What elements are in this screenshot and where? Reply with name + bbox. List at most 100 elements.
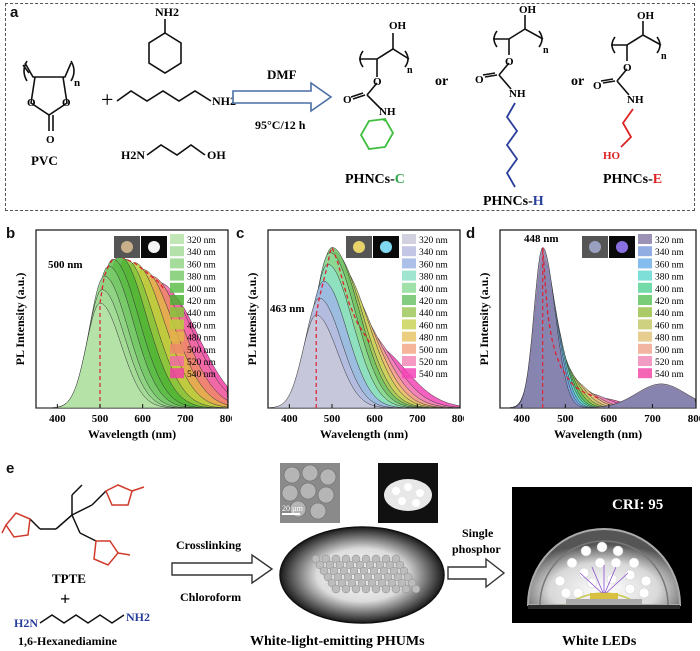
leds-label: White LEDs [562,634,637,649]
x-axis-label: Wavelength (nm) [320,427,408,441]
legend-entry: 320 nm [419,236,448,246]
y-axis-label: PL Intensity (a.u.) [245,273,259,366]
panel-c-label: c [236,225,245,242]
y-axis-label: PL Intensity (a.u.) [477,273,491,366]
legend-entry: 520 nm [187,358,216,368]
x-tick-label: 600 [601,413,618,425]
led-chip [590,593,618,599]
legend-entry: 400 nm [419,285,448,295]
x-tick-label: 700 [177,413,194,425]
single-label: Single [462,526,494,540]
chart-b: 400 500 600 700 800 Wavelength (nm) PL Intensi… [13,229,232,441]
x-tick-label: 500 [92,413,109,425]
prod-h-o: O [505,56,514,68]
legend-swatch [170,270,184,281]
ethanolamine-h2n: H2N [121,148,145,162]
legend-swatch [402,246,416,257]
ethanolamine-oh: OH [207,148,226,162]
legend-entry: 480 nm [187,334,216,344]
legend-swatch [170,295,184,305]
legend-entry: 400 nm [655,285,684,295]
hexylamine-nh2: NH2 [212,94,236,108]
legend-entry: 360 nm [655,260,684,270]
prod-c-n: n [407,65,413,76]
prod-h-nh: NH [509,88,526,100]
legend-swatch [170,307,184,318]
legend-entry: 360 nm [187,260,216,270]
legend-swatch [170,356,184,366]
legend-entry: 540 nm [655,370,684,380]
tpte-label: TPTE [52,571,86,586]
prod-e-label: PHNCs-E [603,172,662,187]
prod-e-ho: HO [603,150,621,162]
legend-swatch [638,258,652,269]
legend-swatch [638,368,652,379]
peak-annotation: 463 nm [270,303,305,315]
legend-entry: 420 nm [419,297,448,307]
hda-nh2: NH2 [126,610,150,624]
prod-c-cyclohexyl [359,118,395,150]
peak-trend-line [542,247,599,399]
crosslink-arrow [171,553,274,585]
plus-e: + [60,589,70,609]
legend-entry: 360 nm [419,260,448,270]
peak-annotation: 448 nm [524,233,559,245]
legend-swatch [402,368,416,379]
legend-swatch [402,307,416,318]
legend-swatch [402,331,416,342]
legend-entry: 460 nm [419,321,448,331]
hda-h2n: H2N [14,616,38,630]
legend-swatch [638,295,652,305]
phums-label: White-light-emitting PHUMs [250,634,425,649]
legend-swatch [638,270,652,281]
tpte-carbonates [1,484,145,566]
pvc-label: PVC [31,153,58,168]
legend-entry: 420 nm [655,297,684,307]
peak-annotation: 500 nm [48,259,83,271]
sem-scale: 20 µm [282,504,304,513]
legend-swatch [638,307,652,318]
legend-swatch [638,331,652,342]
legend-swatch [402,282,416,293]
panel-d-label: d [466,225,476,242]
legend-entry: 480 nm [655,334,684,344]
x-tick-label: 700 [409,413,426,425]
legend-entry: 340 nm [419,248,448,258]
legend-entry: 500 nm [655,346,684,356]
prod-c-label: PHNCs-C [345,172,405,187]
legend-entry: 340 nm [655,248,684,258]
hexylamine-chain [116,90,212,102]
legend-swatch [170,343,184,354]
prod-h-label: PHNCs-H [483,194,544,209]
legend-entry: 320 nm [655,236,684,246]
panel-b-label: b [6,225,16,242]
x-tick-label: 800 [688,413,700,425]
legend-entry: 380 nm [187,273,216,283]
cyclohexylamine-nh2: NH2 [155,5,179,19]
legend-swatch [170,282,184,293]
legend-entry: 320 nm [187,236,216,246]
legend-swatch [402,356,416,366]
legend-swatch [170,368,184,379]
ethanolamine-chain [146,144,206,156]
x-tick-label: 400 [514,413,531,425]
spectrum-curve [500,247,697,409]
y-axis-label: PL Intensity (a.u.) [13,273,27,366]
prod-e-o2: O [593,80,602,92]
phum-film [279,526,445,624]
or-1: or [435,74,448,89]
prod-e-ethyl [620,108,634,148]
cri-label: CRI: 95 [612,497,663,513]
legend-swatch [402,234,416,244]
prod-h-n: n [543,45,549,56]
hda-label: 1,6-Hexanediamine [18,634,118,648]
legend-entry: 540 nm [187,370,216,380]
prod-c-oh: OH [389,20,407,32]
prod-e-n: n [661,51,667,62]
phosphor-arrow [447,557,506,589]
microsphere-array [311,554,421,594]
panel-e-label: e [6,460,15,477]
prod-e-nh: NH [627,94,644,106]
x-tick-label: 600 [134,413,151,425]
legend-swatch [170,258,184,269]
